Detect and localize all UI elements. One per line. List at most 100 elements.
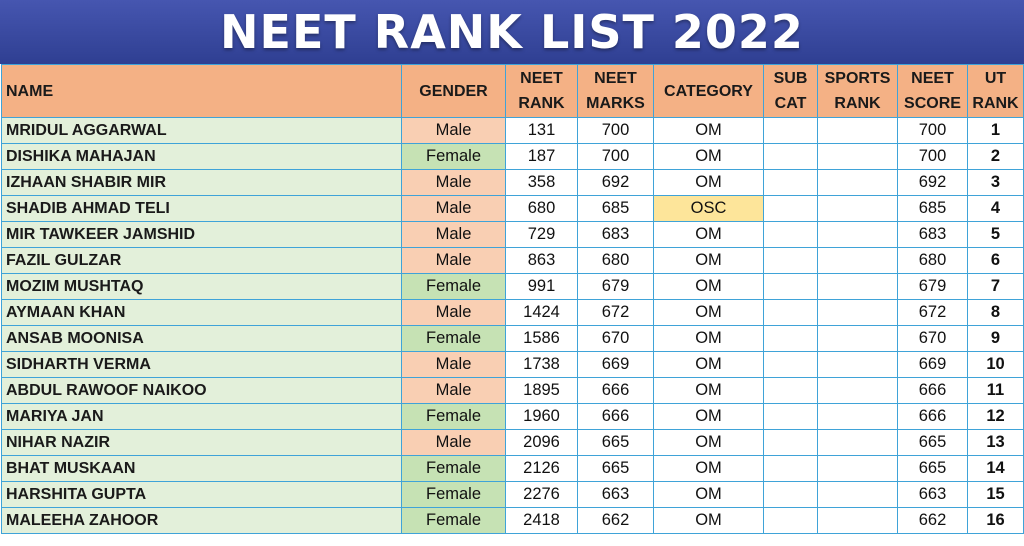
cell-sports-rank[interactable] [817,273,898,300]
table-row[interactable]: SHADIB AHMAD TELI Male 680 685 OSC 685 4 [1,195,1024,222]
cell-neet-rank[interactable]: 2126 [505,455,578,482]
cell-sports-rank[interactable] [817,195,898,222]
cell-gender[interactable]: Female [401,273,506,300]
cell-gender[interactable]: Male [401,169,506,196]
cell-category[interactable]: OM [653,403,764,430]
cell-gender[interactable]: Female [401,143,506,170]
cell-gender[interactable]: Male [401,221,506,248]
cell-ut-rank[interactable]: 10 [967,351,1024,378]
cell-sub-cat[interactable] [763,247,818,274]
cell-category[interactable]: OM [653,325,764,352]
cell-sub-cat[interactable] [763,325,818,352]
cell-sports-rank[interactable] [817,481,898,508]
cell-neet-score[interactable]: 665 [897,429,968,456]
cell-neet-marks[interactable]: 700 [577,117,654,144]
cell-neet-marks[interactable]: 665 [577,429,654,456]
cell-gender[interactable]: Male [401,247,506,274]
header-neet-marks[interactable]: NEET MARKS [577,64,654,118]
cell-gender[interactable]: Male [401,351,506,378]
header-category[interactable]: CATEGORY [653,64,764,118]
cell-ut-rank[interactable]: 12 [967,403,1024,430]
cell-neet-score[interactable]: 663 [897,481,968,508]
cell-ut-rank[interactable]: 8 [967,299,1024,326]
table-row[interactable]: NIHAR NAZIR Male 2096 665 OM 665 13 [1,429,1024,456]
cell-sub-cat[interactable] [763,429,818,456]
cell-ut-rank[interactable]: 6 [967,247,1024,274]
table-row[interactable]: MRIDUL AGGARWAL Male 131 700 OM 700 1 [1,117,1024,144]
cell-ut-rank[interactable]: 1 [967,117,1024,144]
cell-name[interactable]: ANSAB MOONISA [1,325,402,352]
cell-neet-rank[interactable]: 1960 [505,403,578,430]
cell-name[interactable]: MARIYA JAN [1,403,402,430]
cell-neet-marks[interactable]: 665 [577,455,654,482]
cell-sports-rank[interactable] [817,299,898,326]
cell-neet-rank[interactable]: 358 [505,169,578,196]
cell-category[interactable]: OM [653,117,764,144]
cell-category[interactable]: OM [653,481,764,508]
cell-sports-rank[interactable] [817,377,898,404]
cell-neet-marks[interactable]: 685 [577,195,654,222]
cell-neet-rank[interactable]: 1895 [505,377,578,404]
cell-sports-rank[interactable] [817,221,898,248]
table-row[interactable]: SIDHARTH VERMA Male 1738 669 OM 669 10 [1,351,1024,378]
cell-sub-cat[interactable] [763,299,818,326]
cell-neet-marks[interactable]: 670 [577,325,654,352]
cell-category[interactable]: OM [653,507,764,534]
cell-neet-marks[interactable]: 683 [577,221,654,248]
cell-ut-rank[interactable]: 3 [967,169,1024,196]
cell-category[interactable]: OM [653,221,764,248]
cell-sports-rank[interactable] [817,169,898,196]
cell-neet-rank[interactable]: 2276 [505,481,578,508]
cell-ut-rank[interactable]: 11 [967,377,1024,404]
cell-gender[interactable]: Male [401,299,506,326]
cell-name[interactable]: MIR TAWKEER JAMSHID [1,221,402,248]
cell-neet-score[interactable]: 666 [897,377,968,404]
cell-category[interactable]: OM [653,429,764,456]
cell-neet-score[interactable]: 700 [897,117,968,144]
table-row[interactable]: DISHIKA MAHAJAN Female 187 700 OM 700 2 [1,143,1024,170]
cell-name[interactable]: AYMAAN KHAN [1,299,402,326]
cell-neet-score[interactable]: 665 [897,455,968,482]
cell-sports-rank[interactable] [817,507,898,534]
cell-neet-score[interactable]: 670 [897,325,968,352]
table-row[interactable]: AYMAAN KHAN Male 1424 672 OM 672 8 [1,299,1024,326]
cell-name[interactable]: SHADIB AHMAD TELI [1,195,402,222]
cell-neet-score[interactable]: 669 [897,351,968,378]
cell-neet-marks[interactable]: 700 [577,143,654,170]
cell-sports-rank[interactable] [817,117,898,144]
cell-name[interactable]: FAZIL GULZAR [1,247,402,274]
cell-sports-rank[interactable] [817,143,898,170]
cell-neet-score[interactable]: 680 [897,247,968,274]
cell-ut-rank[interactable]: 16 [967,507,1024,534]
cell-neet-score[interactable]: 672 [897,299,968,326]
cell-category[interactable]: OM [653,351,764,378]
cell-sports-rank[interactable] [817,325,898,352]
cell-category[interactable]: OM [653,299,764,326]
cell-neet-score[interactable]: 685 [897,195,968,222]
cell-sub-cat[interactable] [763,507,818,534]
cell-name[interactable]: ABDUL RAWOOF NAIKOO [1,377,402,404]
cell-sports-rank[interactable] [817,429,898,456]
cell-sub-cat[interactable] [763,169,818,196]
header-sports-rank[interactable]: SPORTS RANK [817,64,898,118]
cell-gender[interactable]: Female [401,481,506,508]
table-row[interactable]: HARSHITA GUPTA Female 2276 663 OM 663 15 [1,481,1024,508]
cell-category[interactable]: OM [653,143,764,170]
cell-neet-rank[interactable]: 131 [505,117,578,144]
cell-neet-rank[interactable]: 2096 [505,429,578,456]
cell-sub-cat[interactable] [763,481,818,508]
cell-gender[interactable]: Male [401,195,506,222]
table-row[interactable]: FAZIL GULZAR Male 863 680 OM 680 6 [1,247,1024,274]
cell-neet-rank[interactable]: 991 [505,273,578,300]
cell-sub-cat[interactable] [763,377,818,404]
header-gender[interactable]: GENDER [401,64,506,118]
cell-sub-cat[interactable] [763,351,818,378]
cell-name[interactable]: NIHAR NAZIR [1,429,402,456]
cell-sub-cat[interactable] [763,117,818,144]
cell-ut-rank[interactable]: 15 [967,481,1024,508]
cell-neet-marks[interactable]: 679 [577,273,654,300]
cell-category[interactable]: OM [653,247,764,274]
cell-gender[interactable]: Male [401,377,506,404]
cell-neet-score[interactable]: 666 [897,403,968,430]
cell-ut-rank[interactable]: 4 [967,195,1024,222]
